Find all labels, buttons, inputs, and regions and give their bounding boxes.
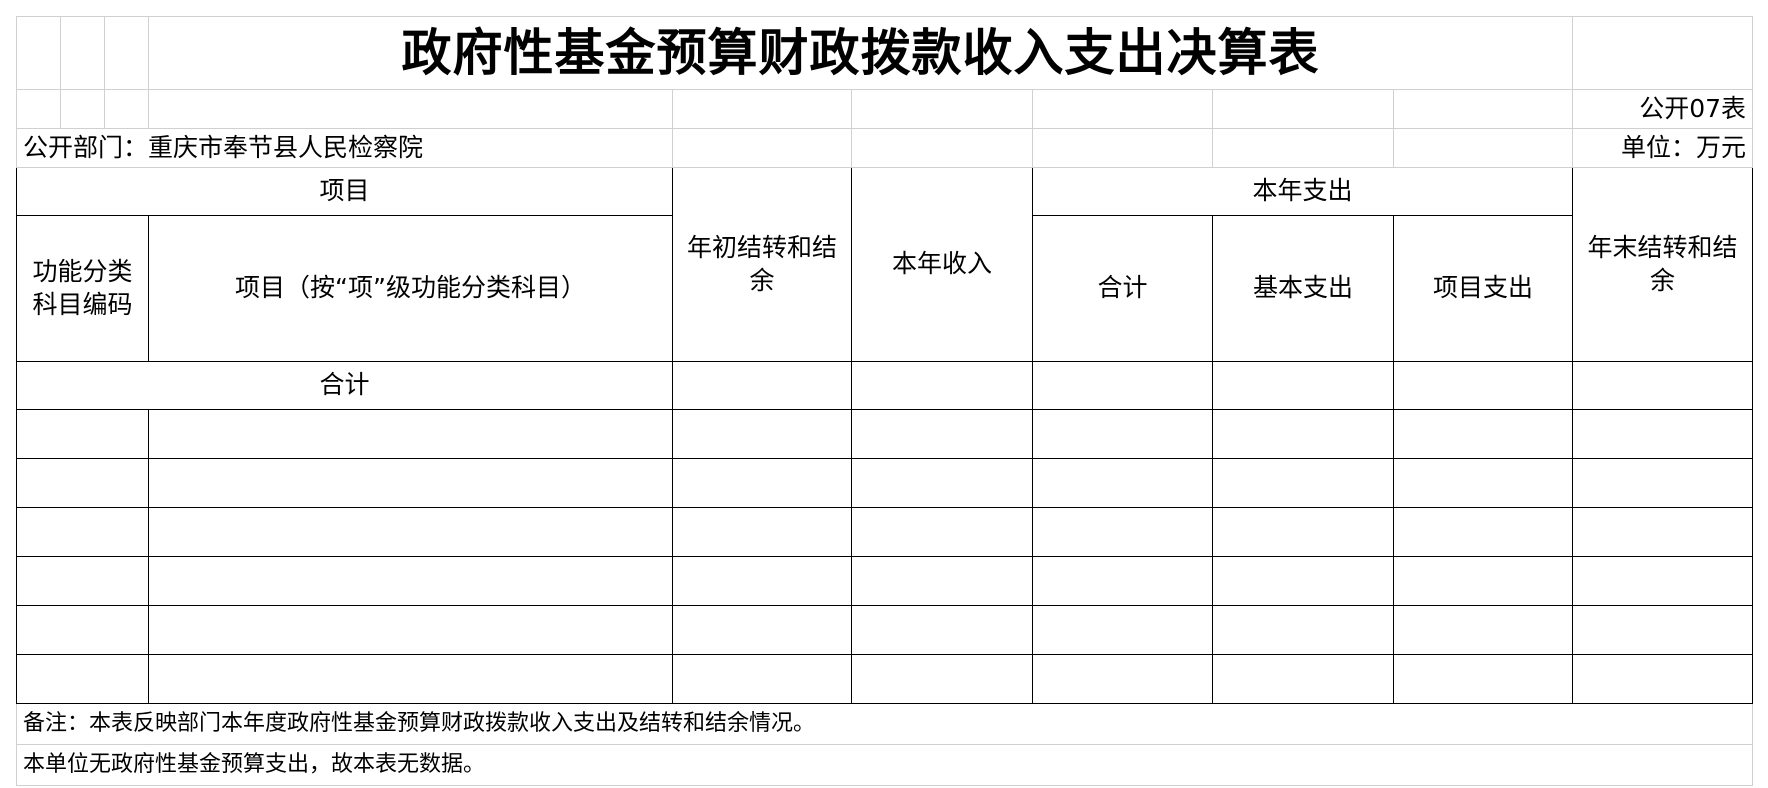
header-item-name: 项目（按“项”级功能分类科目） — [148, 215, 673, 362]
table-cell — [672, 556, 852, 606]
table-cell — [1572, 654, 1753, 704]
total-row: 合计 — [16, 361, 1753, 410]
table-cell — [672, 458, 852, 508]
header-income: 本年收入 — [851, 167, 1033, 362]
table-cell — [1032, 556, 1213, 606]
note: 备注：本表反映部门本年度政府性基金预算财政拨款收入支出及结转和结余情况。 — [16, 703, 1753, 745]
table-row — [16, 458, 1753, 508]
table-cell — [851, 556, 1033, 606]
table-cell — [1212, 458, 1394, 508]
header-exp-basic: 基本支出 — [1212, 215, 1394, 362]
table-cell — [672, 409, 852, 459]
table-cell — [1212, 409, 1394, 459]
table-cell — [148, 556, 673, 606]
table-cell — [851, 605, 1033, 655]
header-item: 项目 — [16, 167, 673, 216]
table-cell — [16, 507, 149, 557]
table-cell — [851, 654, 1033, 704]
budget-table: 政府性基金预算财政拨款收入支出决算表 公开07表 公开部门：重庆市奉节县人民检察… — [16, 16, 1753, 786]
table-number: 公开07表 — [1572, 89, 1753, 129]
table-cell — [1212, 507, 1394, 557]
total-label: 合计 — [16, 361, 673, 410]
table-cell — [1393, 507, 1573, 557]
department-label: 公开部门：重庆市奉节县人民检察院 — [16, 128, 673, 168]
table-cell — [1212, 605, 1394, 655]
table-cell — [1032, 654, 1213, 704]
header-exp-total: 合计 — [1032, 215, 1213, 362]
table-cell — [851, 507, 1033, 557]
header-opening-balance: 年初结转和结余 — [672, 167, 852, 362]
table-cell — [1032, 605, 1213, 655]
table-cell — [16, 458, 149, 508]
table-cell — [1393, 556, 1573, 606]
header-expenditure: 本年支出 — [1032, 167, 1573, 216]
header-closing-balance: 年末结转和结余 — [1572, 167, 1753, 362]
table-cell — [1032, 458, 1213, 508]
no-data-note: 本单位无政府性基金预算支出，故本表无数据。 — [16, 744, 1753, 786]
table-cell — [1572, 409, 1753, 459]
table-cell — [672, 605, 852, 655]
table-cell — [851, 409, 1033, 459]
header-code: 功能分类科目编码 — [16, 215, 149, 362]
table-cell — [851, 458, 1033, 508]
table-cell — [16, 556, 149, 606]
table-cell — [1572, 507, 1753, 557]
table-cell — [1393, 605, 1573, 655]
table-row — [16, 507, 1753, 557]
table-cell — [672, 654, 852, 704]
table-cell — [1212, 556, 1394, 606]
table-row — [16, 556, 1753, 606]
table-cell — [1393, 409, 1573, 459]
table-cell — [148, 507, 673, 557]
table-cell — [148, 654, 673, 704]
header-exp-project: 项目支出 — [1393, 215, 1573, 362]
table-cell — [16, 654, 149, 704]
unit-label: 单位：万元 — [1572, 128, 1753, 168]
table-cell — [148, 409, 673, 459]
table-row — [16, 605, 1753, 655]
table-row — [16, 654, 1753, 704]
table-cell — [1393, 458, 1573, 508]
table-cell — [16, 605, 149, 655]
table-cell — [672, 507, 852, 557]
table-cell — [16, 409, 149, 459]
table-cell — [1032, 409, 1213, 459]
table-cell — [1572, 556, 1753, 606]
table-cell — [1572, 458, 1753, 508]
table-cell — [1212, 654, 1394, 704]
table-row — [16, 409, 1753, 459]
table-cell — [148, 458, 673, 508]
table-cell — [1032, 507, 1213, 557]
page-title: 政府性基金预算财政拨款收入支出决算表 — [148, 16, 1573, 90]
table-cell — [148, 605, 673, 655]
table-cell — [1572, 605, 1753, 655]
table-cell — [1393, 654, 1573, 704]
